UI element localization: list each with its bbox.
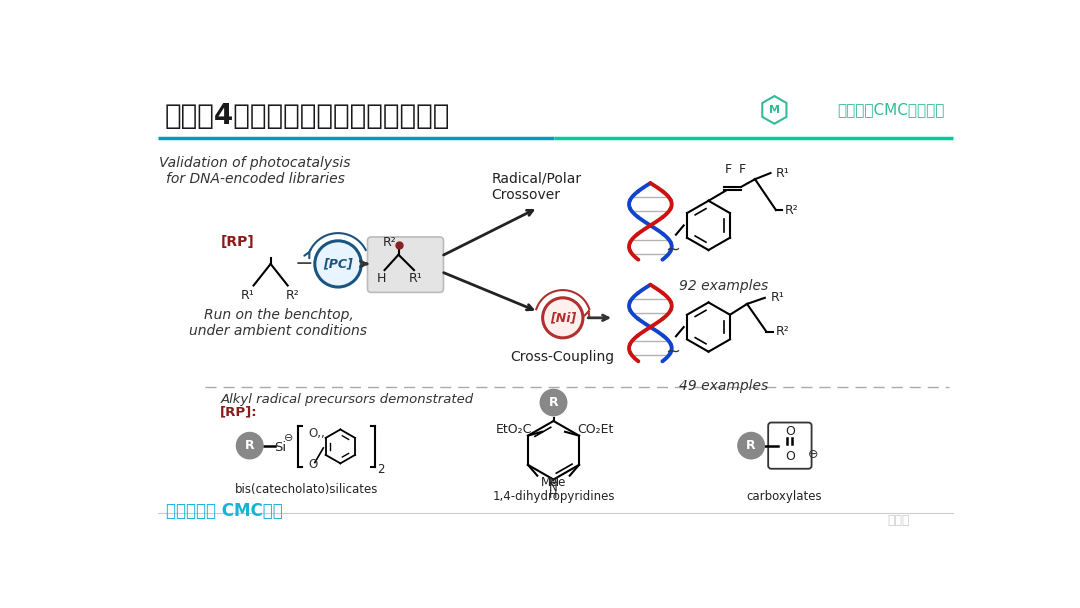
Text: R²: R² xyxy=(383,235,397,249)
Text: CO₂Et: CO₂Et xyxy=(577,423,613,437)
Text: H: H xyxy=(377,272,387,285)
Text: [RP]:: [RP]: xyxy=(220,406,258,418)
FancyBboxPatch shape xyxy=(367,237,444,292)
Text: Si: Si xyxy=(274,441,286,454)
Text: R¹: R¹ xyxy=(770,291,784,304)
Text: O: O xyxy=(785,425,795,438)
Circle shape xyxy=(540,389,567,416)
Text: EtO₂C: EtO₂C xyxy=(496,423,531,437)
Text: 1,4-dihydropyridines: 1,4-dihydropyridines xyxy=(492,490,615,503)
Text: R²: R² xyxy=(285,289,299,302)
Text: Me: Me xyxy=(550,475,567,489)
Text: Cross-Coupling: Cross-Coupling xyxy=(511,350,615,364)
Text: ~: ~ xyxy=(665,241,680,259)
Text: Run on the benchtop,
under ambient conditions: Run on the benchtop, under ambient condi… xyxy=(189,308,367,338)
Text: R²: R² xyxy=(775,325,789,338)
Text: 中国新药CMC高峰论坛: 中国新药CMC高峰论坛 xyxy=(837,102,945,117)
Text: R: R xyxy=(549,396,558,409)
Text: [PC]: [PC] xyxy=(323,257,353,271)
Text: R: R xyxy=(245,439,255,452)
Text: 2: 2 xyxy=(378,463,386,476)
Circle shape xyxy=(314,241,362,287)
Text: bis(catecholato)silicates: bis(catecholato)silicates xyxy=(235,483,379,496)
Text: carboxylates: carboxylates xyxy=(746,490,822,503)
Text: ⊖: ⊖ xyxy=(284,434,293,443)
Text: N: N xyxy=(549,481,558,494)
Text: R¹: R¹ xyxy=(241,289,254,302)
Text: M: M xyxy=(769,105,780,115)
Text: R: R xyxy=(746,439,756,452)
Text: F: F xyxy=(739,163,746,176)
Text: Alkyl radical precursors demonstrated: Alkyl radical precursors demonstrated xyxy=(220,393,473,406)
Text: [RP]: [RP] xyxy=(220,235,254,249)
Text: ~: ~ xyxy=(665,342,680,361)
Text: ⊖: ⊖ xyxy=(808,448,819,461)
Text: O: O xyxy=(309,458,318,471)
Text: Me: Me xyxy=(540,475,557,489)
Text: H: H xyxy=(550,490,557,500)
Text: R²: R² xyxy=(785,204,799,216)
Text: O: O xyxy=(785,450,795,463)
Text: [Ni]: [Ni] xyxy=(550,311,576,324)
FancyBboxPatch shape xyxy=(768,423,811,469)
Circle shape xyxy=(542,298,583,338)
Text: −: − xyxy=(295,254,313,274)
Text: 92 examples: 92 examples xyxy=(679,279,769,293)
Text: 新课题4：生物医药新技术发展的需求: 新课题4：生物医药新技术发展的需求 xyxy=(164,102,450,130)
Text: R¹: R¹ xyxy=(408,272,422,285)
Text: Validation of photocatalysis
for DNA-encoded libraries: Validation of photocatalysis for DNA-enc… xyxy=(160,156,351,186)
Text: O,,: O,, xyxy=(309,427,325,440)
Circle shape xyxy=(738,432,765,460)
Circle shape xyxy=(235,432,264,460)
Text: R¹: R¹ xyxy=(775,167,789,179)
Text: 49 examples: 49 examples xyxy=(679,379,769,393)
Text: 药时代: 药时代 xyxy=(888,514,910,527)
Text: Radical/Polar
Crossover: Radical/Polar Crossover xyxy=(491,171,582,202)
Text: 创新药时代 CMC先行: 创新药时代 CMC先行 xyxy=(166,502,283,520)
Text: F: F xyxy=(725,163,731,176)
